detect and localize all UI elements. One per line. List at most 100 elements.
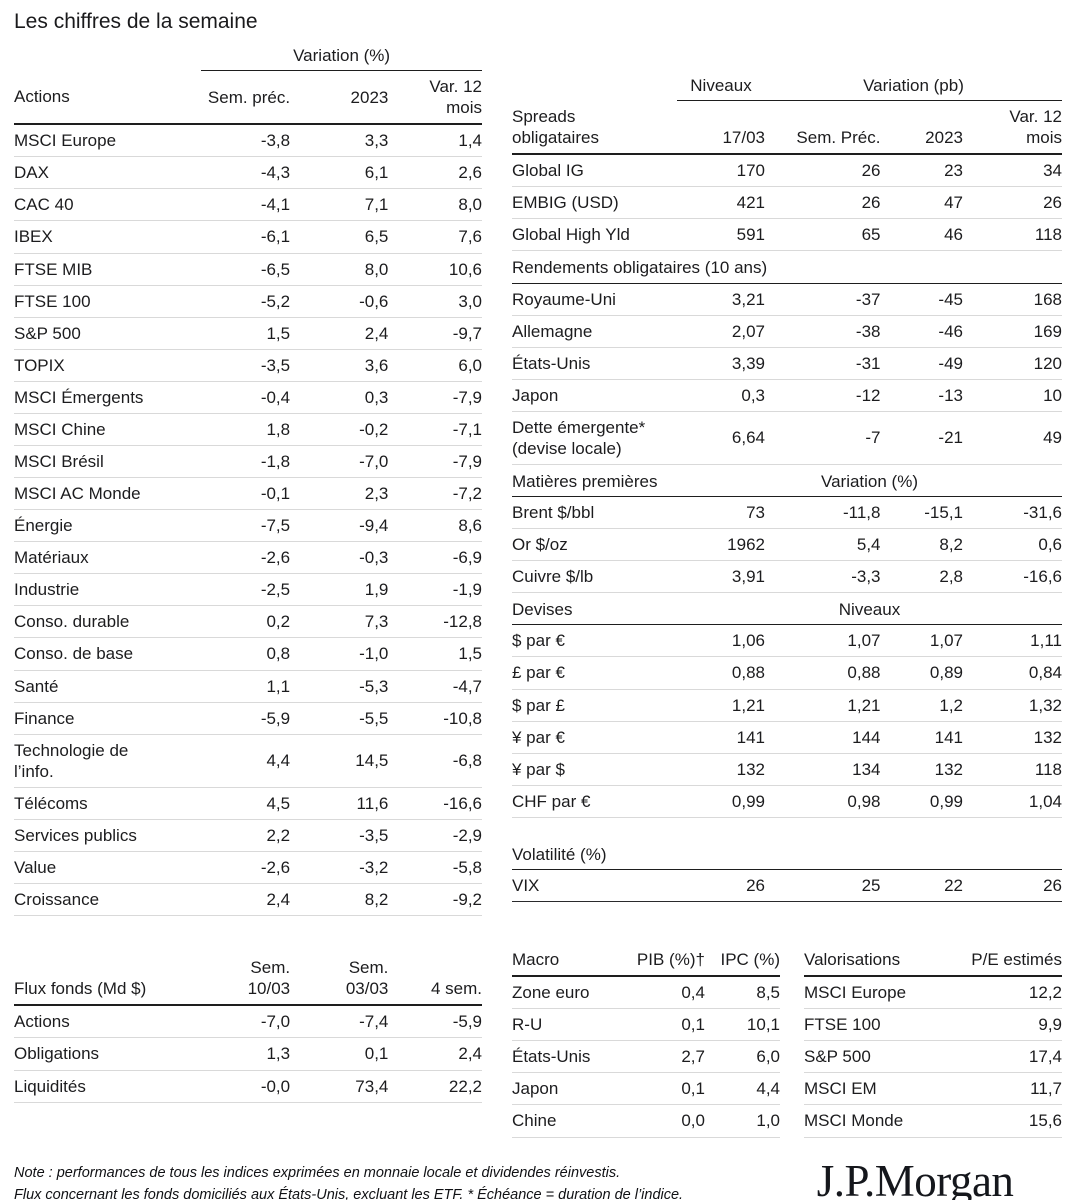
content-columns: Variation (%) Actions Sem. préc. 2023 Va… xyxy=(14,44,1062,1138)
row-value: 0,99 xyxy=(677,785,765,818)
page-title: Les chiffres de la semaine xyxy=(14,10,258,33)
macro-column-label: Macro xyxy=(512,944,606,978)
matieres-section-title: Matières premières xyxy=(512,464,677,498)
row-value: -5,5 xyxy=(290,702,389,735)
row-label: MSCI Chine xyxy=(14,413,202,447)
row-value: 12,2 xyxy=(945,976,1062,1010)
table-row: MSCI Monde 15,6 xyxy=(804,1104,1062,1138)
table-row: Croissance 2,4 8,2 -9,2 xyxy=(14,883,482,917)
col-sem-10-03: Sem. 10/03 xyxy=(201,952,291,1007)
row-label: Liquidités xyxy=(14,1070,202,1103)
table-row: VIX 26 25 22 26 xyxy=(512,869,1062,903)
table-row: Or $/oz 1962 5,4 8,2 0,6 xyxy=(512,528,1062,562)
row-value: 1,8 xyxy=(201,413,291,447)
table-row: Japon 0,3 -12 -13 10 xyxy=(512,379,1062,412)
col-4-sem: 4 sem. xyxy=(388,952,482,1007)
row-label: $ par € xyxy=(512,624,677,658)
row-value: 0,88 xyxy=(677,656,765,690)
row-label: FTSE MIB xyxy=(14,253,202,286)
row-value: -3,5 xyxy=(201,349,291,382)
row-value: 168 xyxy=(963,283,1062,316)
row-value: 6,0 xyxy=(704,1040,780,1074)
row-label: MSCI Europe xyxy=(14,124,202,158)
row-value: 9,9 xyxy=(945,1008,1062,1042)
table-row: Technologie de l’info. 4,4 14,5 -6,8 xyxy=(14,734,482,788)
table-row: TOPIX -3,5 3,6 6,0 xyxy=(14,349,482,382)
row-label: MSCI Émergents xyxy=(14,381,202,414)
row-value: 5,4 xyxy=(765,528,881,562)
row-label: DAX xyxy=(14,156,202,190)
row-value: -7,9 xyxy=(388,445,482,479)
row-value: 1,21 xyxy=(765,689,881,722)
row-value: -7,2 xyxy=(388,477,482,511)
row-label: MSCI EM xyxy=(804,1072,946,1106)
row-value: 6,5 xyxy=(290,220,389,254)
row-value: -7,0 xyxy=(290,445,389,479)
col-17-03: 17/03 xyxy=(677,100,765,156)
row-value: 22,2 xyxy=(388,1070,482,1103)
row-value: 0,88 xyxy=(765,656,881,690)
row-label: Royaume-Uni xyxy=(512,283,677,316)
row-label: Japon xyxy=(512,379,677,412)
row-value: 10,1 xyxy=(704,1008,780,1042)
row-label: Actions xyxy=(14,1005,202,1039)
row-value: 0,3 xyxy=(677,379,765,412)
table-row: FTSE 100 -5,2 -0,6 3,0 xyxy=(14,285,482,318)
col-sem-prec: Sem. Préc. xyxy=(765,100,881,156)
row-value: -7,4 xyxy=(290,1005,389,1039)
row-value: -6,1 xyxy=(201,220,291,254)
table-row: MSCI Émergents -0,4 0,3 -7,9 xyxy=(14,381,482,414)
row-value: 4,4 xyxy=(704,1072,780,1106)
row-value: 0,1 xyxy=(605,1072,705,1106)
matieres-section-row: Matières premières Variation (%) xyxy=(512,464,1062,498)
row-value: -3,8 xyxy=(201,124,291,158)
row-label: Technologie de l’info. xyxy=(14,734,202,788)
table-row: Dette émergente* (devise locale) 6,64 -7… xyxy=(512,411,1062,466)
row-value: -4,7 xyxy=(388,670,482,703)
table-row: Matériaux -2,6 -0,3 -6,9 xyxy=(14,541,482,575)
table-row: Industrie -2,5 1,9 -1,9 xyxy=(14,573,482,607)
row-value: 118 xyxy=(963,218,1062,252)
row-value: 49 xyxy=(963,411,1062,466)
actions-header-row: Actions Sem. préc. 2023 Var. 12 mois xyxy=(14,70,482,126)
row-value: 47 xyxy=(880,186,963,220)
macro-header-row: Macro PIB (%)† IPC (%) xyxy=(512,944,780,978)
row-value: 8,6 xyxy=(388,509,482,543)
row-value: -0,3 xyxy=(290,541,389,575)
row-value: -7,1 xyxy=(388,413,482,447)
row-value: 2,4 xyxy=(201,883,291,917)
valorisations-table: Valorisations P/E estimés MSCI Europe 12… xyxy=(804,944,1062,1138)
row-value: -1,8 xyxy=(201,445,291,479)
row-value: 2,2 xyxy=(201,819,291,853)
row-label: MSCI Brésil xyxy=(14,445,202,479)
devises-section-row: Devises Niveaux xyxy=(512,592,1062,626)
row-value: 6,1 xyxy=(290,156,389,190)
row-value: 1,3 xyxy=(201,1037,291,1071)
table-row: Santé 1,1 -5,3 -4,7 xyxy=(14,670,482,703)
row-value: -3,3 xyxy=(765,560,881,594)
row-value: 1,5 xyxy=(201,317,291,350)
row-value: 141 xyxy=(880,721,963,754)
row-label: Énergie xyxy=(14,509,202,543)
row-value: 3,6 xyxy=(290,349,389,382)
row-value: 0,89 xyxy=(880,656,963,690)
table-row: Chine 0,0 1,0 xyxy=(512,1104,780,1138)
row-value: -9,7 xyxy=(388,317,482,350)
row-value: 0,4 xyxy=(605,976,705,1010)
row-value: 7,3 xyxy=(290,605,389,639)
col-sem-prec: Sem. préc. xyxy=(201,70,291,126)
row-label: ¥ par $ xyxy=(512,753,677,786)
row-value: 0,1 xyxy=(605,1008,705,1042)
table-row: S&P 500 1,5 2,4 -9,7 xyxy=(14,317,482,350)
row-label: Japon xyxy=(512,1072,606,1106)
table-row: FTSE MIB -6,5 8,0 10,6 xyxy=(14,253,482,286)
row-value: 8,2 xyxy=(290,883,389,917)
row-value: 2,4 xyxy=(388,1037,482,1071)
volatilite-section-title: Volatilité (%) xyxy=(512,817,1062,870)
row-value: 170 xyxy=(677,154,765,188)
table-row: ¥ par $ 132 134 132 118 xyxy=(512,753,1062,786)
row-value: 1,4 xyxy=(388,124,482,158)
row-value: 1,07 xyxy=(765,624,881,658)
row-value: -5,9 xyxy=(201,702,291,735)
table-row: $ par £ 1,21 1,21 1,2 1,32 xyxy=(512,689,1062,722)
